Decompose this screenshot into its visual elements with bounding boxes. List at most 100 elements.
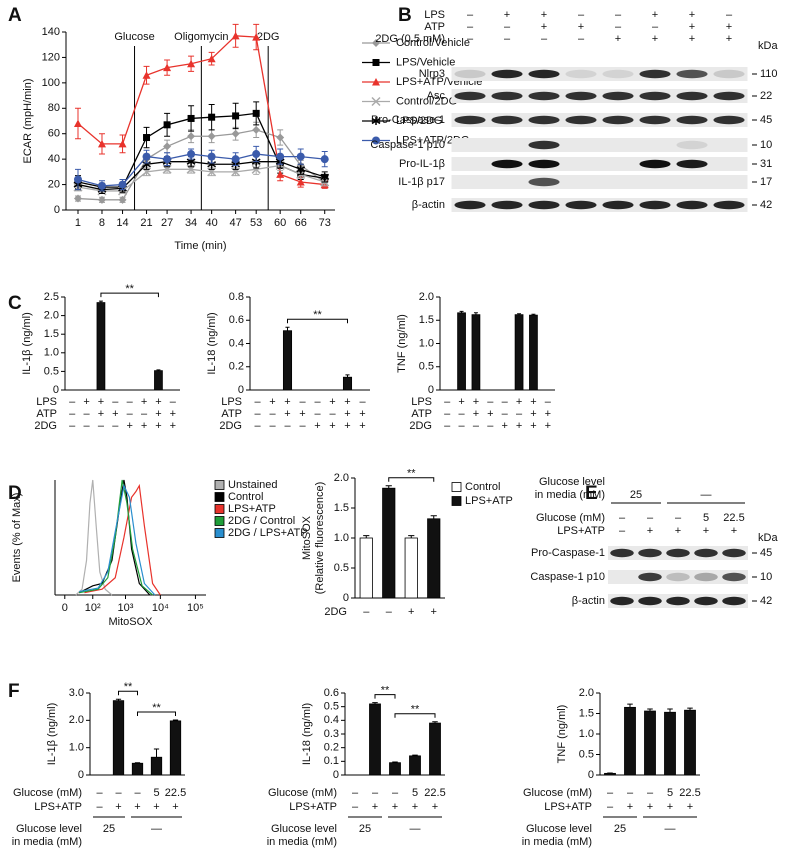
y-tick-label: 1.5 <box>44 328 59 340</box>
group-title: Glucose level <box>539 476 605 488</box>
marker <box>231 155 240 164</box>
condition-value: + <box>172 801 178 813</box>
marker <box>73 194 82 203</box>
band <box>666 572 690 582</box>
condition-label: 2DG <box>34 420 57 432</box>
condition-value: 22.5 <box>424 787 445 799</box>
condition-value: – <box>545 396 552 408</box>
y-tick-label: 0.1 <box>324 755 339 767</box>
y-tick-label: 40 <box>48 153 60 165</box>
column-value: – <box>619 525 626 537</box>
column-value: + <box>689 9 695 21</box>
error-bar <box>627 703 633 708</box>
condition-value: – <box>444 420 451 432</box>
column-value: + <box>689 33 695 45</box>
y-tick-label: 2.0 <box>334 472 349 484</box>
marker <box>118 180 127 189</box>
bar <box>382 487 396 599</box>
x-tick-label: 40 <box>206 217 218 229</box>
error-bar <box>432 721 438 724</box>
condition-value: – <box>98 420 105 432</box>
series-line <box>79 479 153 596</box>
marker <box>320 155 329 164</box>
band <box>454 141 485 149</box>
legend-label: Control/Vehicle <box>396 37 470 49</box>
y-tick-label: 0.5 <box>579 748 594 760</box>
band <box>602 178 633 186</box>
band <box>602 200 634 210</box>
column-value: + <box>652 33 658 45</box>
x-tick-label: 47 <box>229 217 241 229</box>
band <box>676 159 708 169</box>
group-title: Glucose level <box>526 823 592 835</box>
error-bar <box>459 310 464 313</box>
condition-value: – <box>502 396 509 408</box>
marker <box>207 54 216 63</box>
bar <box>369 703 381 776</box>
condition-label: 2DG <box>219 420 242 432</box>
band <box>454 91 486 101</box>
condition-value: + <box>284 408 290 420</box>
y-tick-label: 0.4 <box>324 714 339 726</box>
condition-label: ATP <box>36 408 57 420</box>
bar <box>427 518 441 599</box>
x-tick-label: 10⁵ <box>187 602 204 614</box>
annotation: Oligomycin <box>174 31 228 43</box>
kda-label: 42 <box>760 595 772 607</box>
condition-value: + <box>473 396 479 408</box>
marker <box>207 152 216 161</box>
column-label: LPS <box>424 9 445 21</box>
band <box>676 178 707 186</box>
group-label: — <box>151 823 162 835</box>
group-label: 25 <box>359 823 371 835</box>
band <box>528 140 560 150</box>
y-axis-label: IL-18 (ng/ml) <box>206 312 218 374</box>
column-value: – <box>541 33 548 45</box>
column-value: + <box>652 9 658 21</box>
column-value: – <box>504 21 511 33</box>
condition-value: + <box>687 801 693 813</box>
band <box>694 572 718 582</box>
blot-label: Caspase-1 p10 <box>530 571 605 583</box>
condition-value: + <box>314 420 320 432</box>
band <box>666 596 690 606</box>
error-bar <box>153 748 160 758</box>
legend-label: 2DG / LPS+ATP <box>228 527 308 539</box>
legend-label: Control <box>228 491 263 503</box>
column-value: 5 <box>703 512 709 524</box>
column-value: – <box>652 21 659 33</box>
column-value: – <box>578 9 585 21</box>
band <box>638 596 662 606</box>
band <box>722 572 746 582</box>
legend-swatch <box>451 496 462 506</box>
legend-swatch <box>451 482 462 492</box>
condition-value: + <box>153 801 159 813</box>
legend-swatch <box>214 480 225 490</box>
marker <box>371 117 381 125</box>
blot-strip <box>451 67 748 81</box>
bar <box>282 330 293 391</box>
condition-value: + <box>372 801 378 813</box>
condition-value: + <box>530 396 536 408</box>
band <box>528 115 560 125</box>
legend-label: LPS+ATP <box>228 503 276 515</box>
band <box>639 178 670 186</box>
blot-label: Pro-IL-1β <box>399 158 445 170</box>
error-bar <box>531 313 536 316</box>
column-value: + <box>615 33 621 45</box>
bar <box>404 537 418 599</box>
condition-value: + <box>329 420 335 432</box>
legend-label: Unstained <box>228 479 278 491</box>
group-label: — <box>410 823 421 835</box>
condition-value: + <box>344 408 350 420</box>
condition-value: – <box>459 420 466 432</box>
series-line <box>75 479 113 596</box>
band <box>639 115 671 125</box>
condition-value: – <box>314 396 321 408</box>
band <box>722 548 746 558</box>
condition-value: – <box>647 787 654 799</box>
series-line <box>84 483 161 596</box>
column-value: – <box>504 33 511 45</box>
error-bar <box>98 300 103 303</box>
error-bar <box>156 369 161 371</box>
